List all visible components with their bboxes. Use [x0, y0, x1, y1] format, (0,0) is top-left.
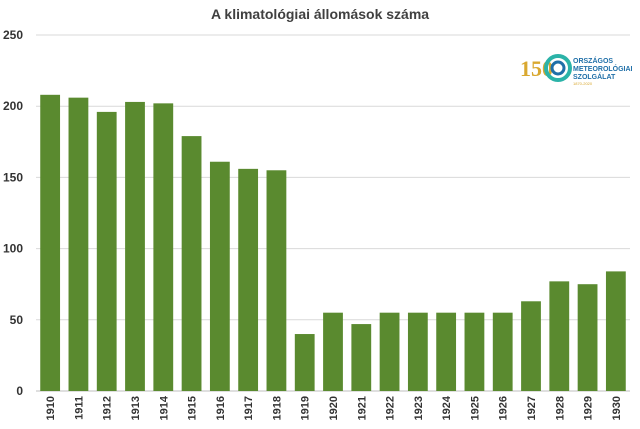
bar-1915	[181, 136, 202, 391]
bar-1929	[577, 284, 598, 391]
bar-1922	[379, 312, 400, 391]
bar-1925	[464, 312, 485, 391]
bar-1928	[549, 281, 570, 391]
x-tick-label: 1912	[102, 396, 114, 420]
x-tick-label: 1925	[469, 396, 481, 420]
bar-1919	[294, 334, 315, 391]
x-tick-label: 1910	[45, 396, 57, 420]
bar-1930	[605, 271, 626, 391]
logo-swirl-icon	[544, 54, 572, 82]
logo-years: 1870-2020	[573, 81, 593, 86]
bars	[40, 94, 626, 392]
logo-line-3: SZOLGÁLAT	[573, 72, 616, 81]
x-tick-label: 1926	[498, 396, 510, 420]
bar-1926	[492, 312, 513, 391]
x-tick-label: 1928	[554, 396, 566, 420]
x-tick-label: 1918	[271, 396, 283, 420]
y-tick-label: 200	[3, 99, 23, 113]
bar-1923	[407, 312, 428, 391]
x-tick-label: 1922	[385, 396, 397, 420]
x-tick-label: 1920	[328, 396, 340, 420]
x-tick-label: 1917	[243, 396, 255, 420]
x-tick-label: 1923	[413, 396, 425, 420]
x-axis-tick-labels: 1910 1911 1912 1913 1914 1915 1916 1917 1918 1919…	[45, 395, 623, 420]
x-tick-label: 1924	[441, 395, 453, 420]
bar-1917	[238, 168, 259, 391]
x-tick-label: 1927	[526, 396, 538, 420]
x-tick-label: 1919	[300, 396, 312, 420]
bar-1918	[266, 170, 287, 391]
bar-1921	[351, 324, 372, 391]
bar-1912	[96, 111, 117, 392]
y-axis-tick-labels: 0 50 100 150 200 250	[3, 28, 23, 398]
y-tick-label: 100	[3, 242, 23, 256]
y-tick-label: 150	[3, 170, 23, 184]
bar-1920	[323, 312, 343, 391]
y-tick-label: 250	[3, 28, 23, 42]
x-tick-label: 1915	[187, 396, 199, 420]
x-tick-label: 1911	[73, 396, 85, 420]
logo-line-1: ORSZÁGOS	[573, 56, 613, 65]
x-tick-label: 1930	[611, 396, 623, 420]
y-tick-label: 0	[16, 384, 23, 398]
bar-1914	[153, 103, 174, 392]
x-tick-label: 1916	[215, 396, 227, 420]
omsz-logo: 150 ORSZÁGOS METEOROLÓGIAI SZOLGÁLAT 187…	[520, 54, 633, 86]
x-tick-label: 1913	[130, 396, 142, 420]
bar-1910	[40, 94, 61, 392]
x-tick-label: 1914	[158, 395, 170, 420]
x-tick-label: 1921	[356, 396, 368, 420]
x-tick-label: 1929	[583, 396, 595, 420]
logo-line-2: METEOROLÓGIAI	[573, 64, 633, 73]
bar-1911	[68, 97, 89, 391]
bar-1913	[125, 101, 145, 391]
chart-title: A klimatológiai állomások száma	[211, 6, 429, 22]
bar-1916	[209, 161, 230, 391]
y-tick-label: 50	[10, 313, 24, 327]
bar-1924	[436, 312, 457, 391]
bar-1927	[521, 301, 541, 391]
